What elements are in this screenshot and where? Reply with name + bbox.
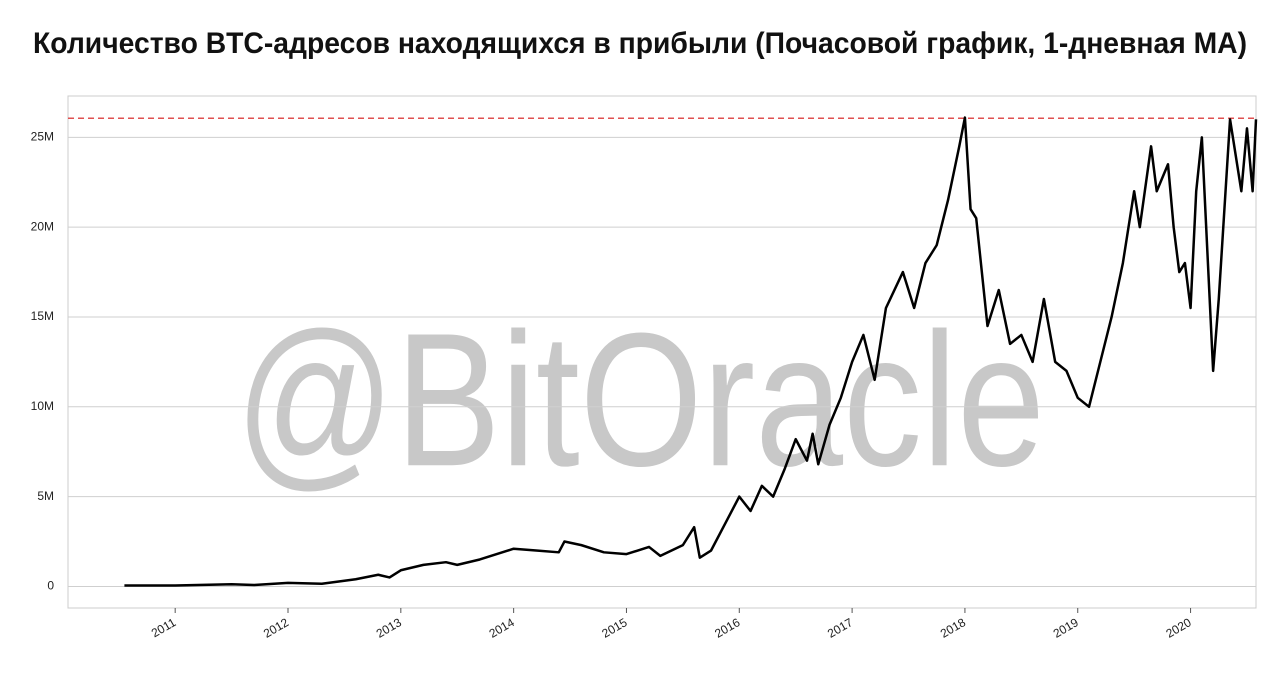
x-tick-label: 2016: [712, 615, 742, 641]
x-tick-label: 2019: [1051, 615, 1081, 641]
plot-frame: [67, 95, 1257, 609]
x-tick-label: 2013: [374, 615, 404, 641]
x-tick-label: 2014: [487, 615, 517, 641]
chart-title: Количество BTC-адресов находящихся в при…: [33, 27, 1247, 60]
data-line: [124, 116, 1258, 587]
y-tick-label: 25M: [31, 129, 54, 143]
x-tick-label: 2018: [938, 615, 968, 641]
watermark: @BitOracle: [235, 294, 1045, 506]
x-tick-label: 2012: [261, 615, 291, 641]
y-tick-label: 15M: [31, 309, 54, 323]
y-tick-label: 10M: [31, 399, 54, 413]
x-tick-label: 2020: [1164, 615, 1194, 641]
x-tick-label: 2015: [599, 615, 629, 641]
y-tick-label: 20M: [31, 219, 54, 233]
x-tick-label: 2011: [149, 615, 179, 640]
x-tick-label: 2017: [825, 615, 855, 641]
y-tick-label: 5M: [37, 489, 54, 503]
y-tick-label: 0: [47, 579, 54, 593]
